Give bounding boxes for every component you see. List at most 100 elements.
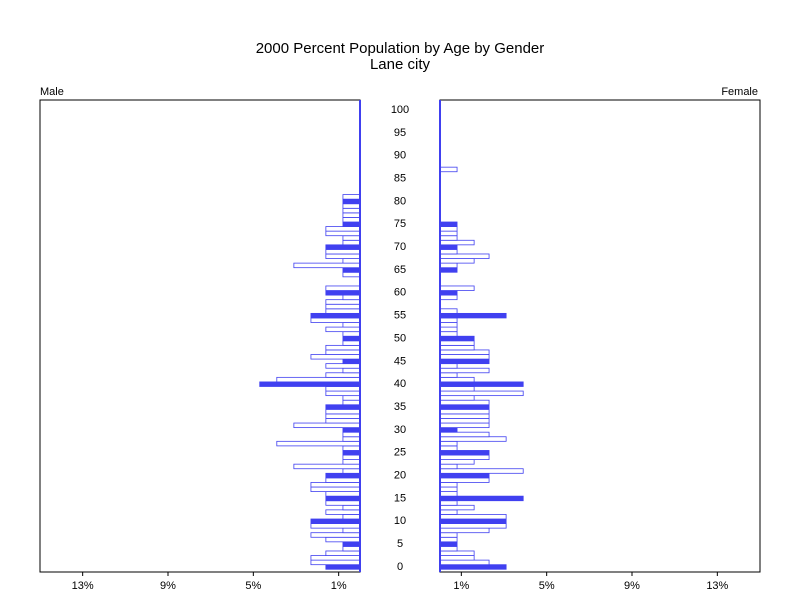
age-tick-label: 60 — [394, 287, 406, 299]
bar — [439, 235, 458, 241]
bar — [310, 354, 361, 360]
bar — [342, 267, 361, 273]
bar — [310, 312, 361, 319]
bar — [439, 482, 458, 488]
bar — [276, 440, 361, 447]
bar — [342, 395, 361, 401]
bar — [439, 294, 458, 301]
bar — [325, 290, 361, 296]
bar — [439, 431, 490, 438]
bar — [342, 468, 361, 474]
bar — [439, 381, 524, 387]
bar — [439, 491, 458, 497]
bar — [439, 349, 490, 355]
age-tick-label: 70 — [394, 241, 406, 253]
bar — [439, 399, 490, 406]
bar — [342, 217, 361, 223]
age-tick-label: 55 — [394, 310, 406, 322]
bar — [342, 514, 361, 520]
bar — [439, 413, 490, 419]
bar — [293, 422, 361, 429]
bar — [439, 541, 458, 547]
bar — [342, 294, 361, 301]
bar — [439, 367, 490, 374]
bar — [439, 500, 458, 506]
x-tick-label: 13% — [72, 580, 94, 592]
age-tick-label: 35 — [394, 401, 406, 413]
bar — [439, 221, 458, 227]
bar — [439, 290, 458, 296]
bar — [342, 541, 361, 547]
bar — [439, 285, 475, 291]
age-tick-label: 50 — [394, 332, 406, 344]
bar — [342, 331, 361, 337]
chart-title: 2000 Percent Population by Age by Gender — [256, 40, 545, 57]
bar — [342, 207, 361, 214]
bar — [439, 436, 507, 442]
female-panel — [439, 99, 761, 573]
bar — [325, 308, 361, 314]
bar — [439, 427, 458, 433]
bar — [342, 367, 361, 374]
bar — [439, 477, 490, 483]
age-tick-label: 75 — [394, 218, 406, 230]
bar — [439, 372, 458, 378]
bar — [439, 376, 475, 383]
bar — [439, 440, 458, 447]
bar — [325, 285, 361, 291]
bar — [439, 249, 458, 255]
bar — [342, 221, 361, 227]
bar — [342, 459, 361, 465]
bar — [325, 472, 361, 479]
bar — [439, 486, 458, 492]
bar — [342, 239, 361, 246]
bar — [439, 267, 458, 273]
bar — [293, 262, 361, 269]
bar — [342, 212, 361, 218]
bar — [325, 495, 361, 502]
bar — [439, 422, 490, 429]
male-panel — [39, 99, 361, 573]
bar — [439, 166, 458, 173]
bar — [310, 532, 361, 538]
x-tick-label: 1% — [331, 580, 347, 592]
bar — [439, 386, 475, 392]
x-tick-label: 9% — [160, 580, 176, 592]
bar — [325, 413, 361, 419]
bar — [439, 331, 458, 337]
age-tick-label: 90 — [394, 150, 406, 162]
bar — [293, 463, 361, 470]
age-tick-label: 20 — [394, 469, 406, 481]
bar — [439, 244, 458, 250]
bar — [439, 363, 458, 369]
bar — [439, 523, 507, 529]
bar — [342, 454, 361, 460]
bar — [325, 536, 361, 543]
bar — [325, 244, 361, 250]
bar — [439, 472, 490, 479]
age-tick-label: 80 — [394, 195, 406, 207]
panel-label: Male — [40, 86, 64, 98]
bar — [325, 253, 361, 259]
bar — [439, 495, 524, 502]
bar — [342, 436, 361, 442]
bar — [439, 230, 458, 237]
bar — [439, 404, 490, 410]
bar — [325, 404, 361, 410]
age-tick-label: 65 — [394, 264, 406, 276]
bar — [439, 308, 458, 314]
bar — [342, 194, 361, 200]
bar — [342, 450, 361, 456]
bar — [310, 559, 361, 566]
bar — [439, 317, 458, 323]
x-tick-label: 5% — [245, 580, 261, 592]
bar — [439, 445, 458, 451]
bar — [439, 390, 524, 397]
age-tick-label: 45 — [394, 355, 406, 367]
bar — [439, 555, 475, 561]
bar — [310, 555, 361, 561]
x-tick-label: 13% — [706, 580, 728, 592]
bar — [276, 376, 361, 383]
bar — [325, 226, 361, 232]
